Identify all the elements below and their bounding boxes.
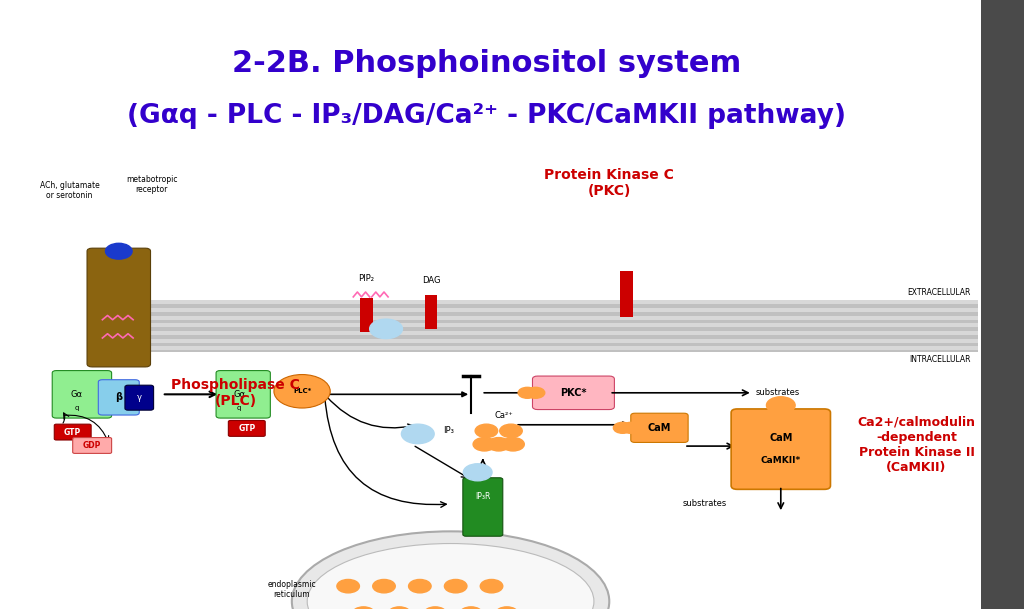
Circle shape — [487, 437, 510, 451]
Text: γ: γ — [137, 393, 141, 402]
FancyBboxPatch shape — [52, 370, 112, 418]
Text: Protein Kinase C
(PKC): Protein Kinase C (PKC) — [545, 167, 674, 198]
Text: substrates: substrates — [756, 389, 800, 397]
Text: CaMKII*: CaMKII* — [761, 456, 801, 465]
FancyBboxPatch shape — [216, 370, 270, 418]
Ellipse shape — [292, 531, 609, 609]
Text: endoplasmic
reticulum: endoplasmic reticulum — [267, 580, 316, 599]
Circle shape — [766, 397, 795, 414]
Text: IP₃R: IP₃R — [475, 491, 490, 501]
Text: DAG: DAG — [422, 276, 440, 284]
Text: PIP₂: PIP₂ — [358, 274, 375, 283]
Circle shape — [401, 424, 434, 443]
Text: PKC*: PKC* — [560, 388, 587, 398]
Ellipse shape — [307, 543, 594, 609]
Text: CaM: CaM — [769, 433, 793, 443]
FancyBboxPatch shape — [73, 437, 112, 453]
Bar — [981, 0, 1024, 609]
FancyBboxPatch shape — [98, 380, 139, 415]
FancyBboxPatch shape — [54, 424, 91, 440]
Circle shape — [337, 579, 359, 593]
Circle shape — [373, 579, 395, 593]
Circle shape — [388, 607, 411, 609]
FancyBboxPatch shape — [631, 413, 688, 442]
FancyBboxPatch shape — [228, 420, 265, 436]
FancyBboxPatch shape — [125, 385, 154, 410]
Text: Gα: Gα — [233, 390, 245, 399]
Circle shape — [502, 437, 524, 451]
Circle shape — [480, 579, 503, 593]
Circle shape — [463, 463, 493, 481]
Text: metabotropic
receptor: metabotropic receptor — [126, 175, 177, 194]
Circle shape — [370, 319, 402, 339]
Text: PLC*: PLC* — [293, 389, 311, 394]
Ellipse shape — [274, 375, 331, 408]
Text: β: β — [116, 392, 122, 403]
Text: ACh, glutamate
or serotonin: ACh, glutamate or serotonin — [40, 181, 99, 200]
Circle shape — [526, 387, 545, 398]
FancyBboxPatch shape — [532, 376, 614, 409]
Text: 2-2B. Phosphoinositol system: 2-2B. Phosphoinositol system — [231, 49, 741, 79]
Circle shape — [424, 607, 446, 609]
Bar — [425, 295, 437, 329]
Text: Phospholipase C
(PLC): Phospholipase C (PLC) — [171, 378, 300, 408]
Text: Ca2+/calmodulin
-dependent
Protein Kinase II
(CaMKII): Ca2+/calmodulin -dependent Protein Kinas… — [857, 415, 976, 474]
Circle shape — [518, 387, 537, 398]
Text: q: q — [75, 405, 79, 410]
Text: GTP: GTP — [65, 428, 81, 437]
FancyBboxPatch shape — [731, 409, 830, 490]
Circle shape — [460, 607, 482, 609]
Bar — [620, 271, 633, 317]
Text: EXTRACELLULAR: EXTRACELLULAR — [907, 288, 971, 297]
Text: INTRACELLULAR: INTRACELLULAR — [909, 354, 971, 364]
Circle shape — [409, 579, 431, 593]
Circle shape — [496, 607, 518, 609]
Circle shape — [613, 422, 632, 434]
Circle shape — [622, 422, 640, 434]
Text: Ca²⁺: Ca²⁺ — [495, 411, 513, 420]
Circle shape — [444, 579, 467, 593]
Text: q: q — [237, 405, 242, 410]
Text: Gα: Gα — [71, 390, 83, 399]
Bar — [87, 300, 978, 352]
Text: (Gαq - PLC - IP₃/DAG/Ca²⁺ - PKC/CaMKII pathway): (Gαq - PLC - IP₃/DAG/Ca²⁺ - PKC/CaMKII p… — [127, 103, 846, 128]
Text: GDP: GDP — [83, 441, 101, 450]
Bar — [360, 298, 373, 332]
Text: IP₃: IP₃ — [443, 426, 455, 435]
FancyBboxPatch shape — [87, 248, 151, 367]
FancyBboxPatch shape — [463, 477, 503, 536]
Circle shape — [105, 244, 132, 259]
Text: GTP: GTP — [239, 424, 255, 433]
Text: CaM: CaM — [648, 423, 671, 433]
Text: substrates: substrates — [683, 499, 727, 509]
Circle shape — [352, 607, 375, 609]
Circle shape — [475, 424, 498, 437]
Circle shape — [473, 437, 496, 451]
Circle shape — [500, 424, 522, 437]
